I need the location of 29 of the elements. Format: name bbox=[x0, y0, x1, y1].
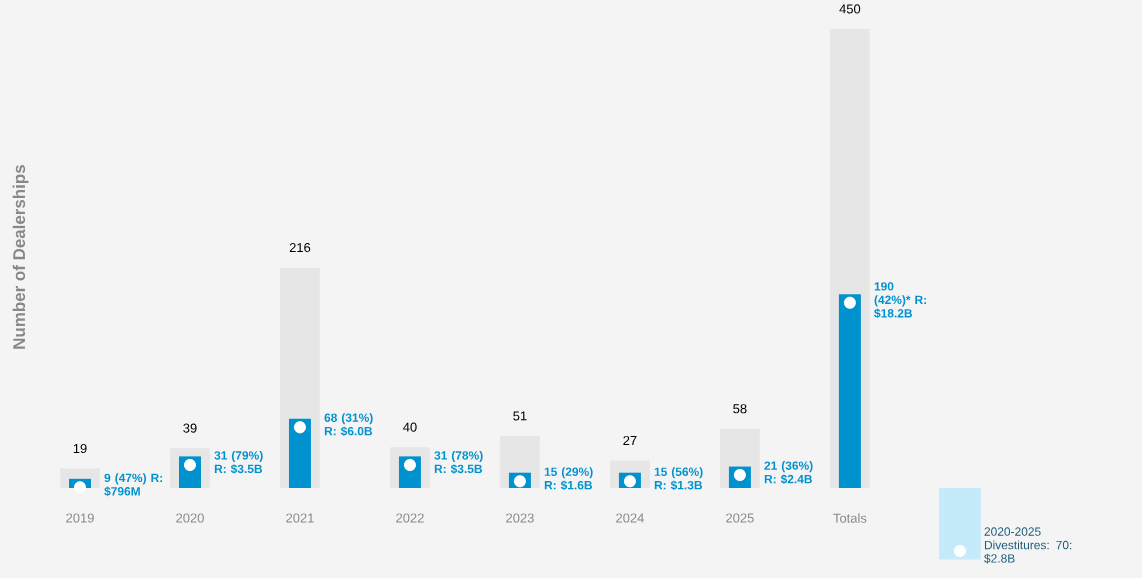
annotation: 9 (47%) R: $796M bbox=[104, 473, 163, 497]
data-label: 450 bbox=[839, 4, 861, 14]
annotation: 15 (29%) R: $1.6B bbox=[544, 467, 593, 491]
bar bbox=[838, 294, 861, 488]
bar bbox=[288, 418, 311, 488]
x-tick-label: 2019 bbox=[66, 513, 94, 523]
bar bbox=[938, 488, 981, 560]
x-tick-label: 2024 bbox=[616, 513, 644, 523]
data-label: 216 bbox=[289, 242, 311, 253]
x-tick-label: Totals bbox=[833, 513, 867, 523]
annotation: 190 (42%)* R: $18.2B bbox=[874, 282, 926, 319]
x-tick-label: 2022 bbox=[396, 513, 424, 523]
annotation: 21 (36%) R: $2.4B bbox=[764, 461, 813, 485]
data-label: 19 bbox=[73, 443, 87, 454]
x-tick-label: 2020 bbox=[176, 513, 204, 523]
data-label: 40 bbox=[403, 422, 417, 432]
data-label: 39 bbox=[183, 423, 197, 433]
annotation: 15 (56%) R: $1.3B bbox=[654, 467, 703, 491]
y-axis-title: Number of Dealerships bbox=[12, 165, 29, 349]
x-tick-label: 2023 bbox=[506, 513, 534, 523]
x-tick-label: 2021 bbox=[286, 513, 314, 523]
annotation: 31 (79%) R: $3.5B bbox=[214, 450, 263, 474]
data-label: 58 bbox=[733, 404, 747, 414]
data-label: 51 bbox=[513, 411, 527, 421]
annotation: 68 (31%) R: $6.0B bbox=[324, 413, 373, 437]
data-label: 27 bbox=[623, 435, 637, 445]
annotation: 31 (78%) R: $3.5B bbox=[434, 450, 483, 474]
annotation: 2020-2025 Divestitures: 70: $2.8B bbox=[984, 527, 1072, 564]
x-tick-label: 2025 bbox=[726, 513, 754, 523]
